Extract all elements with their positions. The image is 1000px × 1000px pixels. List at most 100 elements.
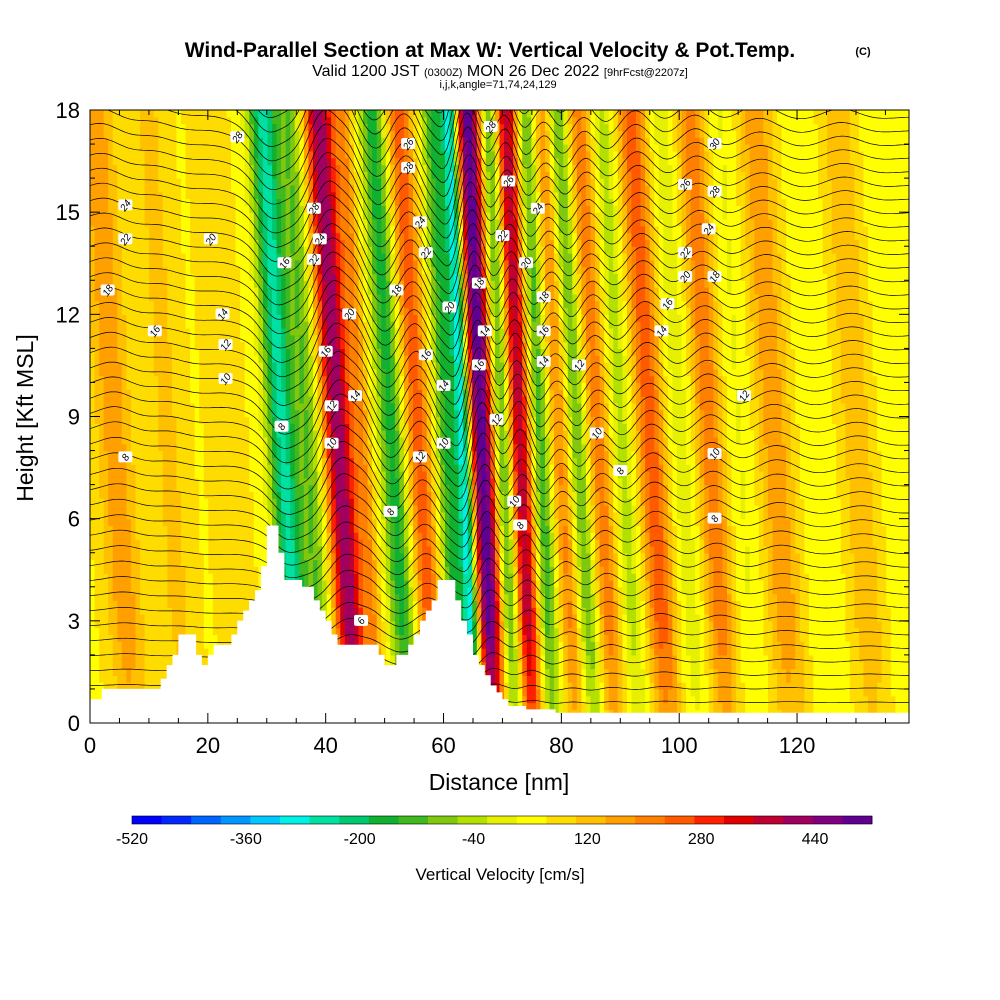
velocity-cell bbox=[845, 682, 851, 690]
velocity-cell bbox=[731, 675, 737, 683]
velocity-cell bbox=[840, 600, 846, 608]
velocity-cell bbox=[868, 573, 874, 581]
velocity-cell bbox=[403, 600, 410, 608]
velocity-cell bbox=[808, 675, 815, 683]
velocity-cell bbox=[649, 695, 655, 704]
velocity-cell bbox=[613, 552, 619, 561]
velocity-cell bbox=[558, 668, 564, 676]
velocity-cell bbox=[417, 579, 423, 588]
velocity-cell bbox=[840, 620, 846, 629]
velocity-cell bbox=[403, 552, 410, 561]
velocity-cell bbox=[822, 593, 828, 601]
velocity-cell bbox=[654, 641, 660, 649]
velocity-cell bbox=[663, 648, 669, 656]
velocity-cell bbox=[758, 593, 764, 601]
velocity-cell bbox=[372, 532, 378, 540]
velocity-cell bbox=[504, 648, 510, 656]
velocity-cell bbox=[417, 593, 423, 601]
velocity-cell bbox=[849, 695, 855, 704]
velocity-cell bbox=[818, 682, 824, 690]
velocity-cell bbox=[790, 586, 796, 595]
velocity-cell bbox=[94, 607, 100, 615]
velocity-cell bbox=[585, 552, 592, 561]
velocity-cell bbox=[117, 641, 123, 649]
velocity-cell bbox=[595, 641, 601, 649]
velocity-cell bbox=[863, 648, 869, 656]
velocity-cell bbox=[431, 586, 437, 595]
velocity-cell bbox=[422, 539, 428, 547]
velocity-cell bbox=[531, 614, 537, 622]
velocity-cell bbox=[408, 559, 414, 567]
velocity-cell bbox=[90, 634, 96, 642]
velocity-cell bbox=[358, 593, 364, 601]
velocity-cell bbox=[130, 545, 137, 554]
velocity-cell bbox=[558, 661, 564, 670]
velocity-cell bbox=[745, 593, 751, 601]
velocity-cell bbox=[831, 661, 837, 670]
velocity-cell bbox=[663, 573, 669, 581]
velocity-cell bbox=[590, 682, 596, 690]
velocity-cell bbox=[585, 654, 592, 663]
velocity-cell bbox=[585, 600, 592, 608]
velocity-cell bbox=[595, 614, 601, 622]
velocity-cell bbox=[813, 614, 819, 622]
velocity-cell bbox=[504, 661, 510, 670]
velocity-cell bbox=[99, 641, 105, 649]
velocity-cell bbox=[372, 566, 378, 574]
velocity-cell bbox=[645, 593, 651, 601]
velocity-cell bbox=[153, 654, 159, 663]
velocity-cell bbox=[167, 573, 173, 581]
velocity-cell bbox=[117, 668, 123, 676]
velocity-cell bbox=[399, 586, 405, 595]
velocity-cell bbox=[640, 675, 646, 683]
velocity-cell bbox=[590, 545, 596, 554]
velocity-cell bbox=[667, 539, 673, 547]
velocity-cell bbox=[549, 586, 555, 595]
velocity-cell bbox=[808, 661, 815, 670]
velocity-cell bbox=[576, 620, 582, 629]
velocity-cell bbox=[613, 586, 619, 595]
velocity-cell bbox=[167, 552, 173, 561]
velocity-cell bbox=[626, 532, 633, 540]
velocity-cell bbox=[217, 593, 223, 601]
velocity-cell bbox=[590, 675, 596, 683]
velocity-cell bbox=[845, 579, 851, 588]
velocity-cell bbox=[872, 688, 878, 697]
velocity-cell bbox=[695, 593, 701, 601]
velocity-cell bbox=[836, 566, 842, 574]
velocity-cell bbox=[777, 702, 783, 710]
velocity-cell bbox=[877, 682, 883, 690]
velocity-cell bbox=[158, 552, 164, 561]
velocity-cell bbox=[117, 627, 123, 636]
velocity-cell bbox=[449, 539, 455, 547]
velocity-cell bbox=[121, 579, 127, 588]
velocity-cell bbox=[94, 654, 100, 663]
velocity-cell bbox=[895, 552, 901, 561]
velocity-cell bbox=[767, 579, 774, 588]
velocity-cell bbox=[649, 627, 655, 636]
velocity-cell bbox=[135, 661, 141, 670]
velocity-cell bbox=[121, 661, 127, 670]
velocity-cell bbox=[781, 566, 787, 574]
velocity-cell bbox=[599, 586, 605, 595]
velocity-cell bbox=[149, 641, 155, 649]
velocity-cell bbox=[426, 539, 432, 547]
velocity-cell bbox=[494, 545, 501, 554]
velocity-cell bbox=[340, 566, 346, 574]
velocity-cell bbox=[658, 614, 664, 622]
velocity-cell bbox=[818, 627, 824, 636]
velocity-cell bbox=[827, 539, 833, 547]
velocity-cell bbox=[99, 614, 105, 622]
velocity-cell bbox=[140, 682, 146, 690]
velocity-cell bbox=[367, 614, 373, 622]
velocity-cell bbox=[535, 539, 542, 547]
velocity-cell bbox=[522, 586, 528, 595]
velocity-cell bbox=[667, 600, 673, 608]
velocity-cell bbox=[481, 634, 487, 642]
velocity-cell bbox=[658, 579, 664, 588]
velocity-cell bbox=[608, 648, 614, 656]
velocity-cell bbox=[153, 586, 159, 595]
velocity-cell bbox=[772, 545, 778, 554]
velocity-cell bbox=[367, 600, 373, 608]
velocity-cell bbox=[676, 648, 683, 656]
